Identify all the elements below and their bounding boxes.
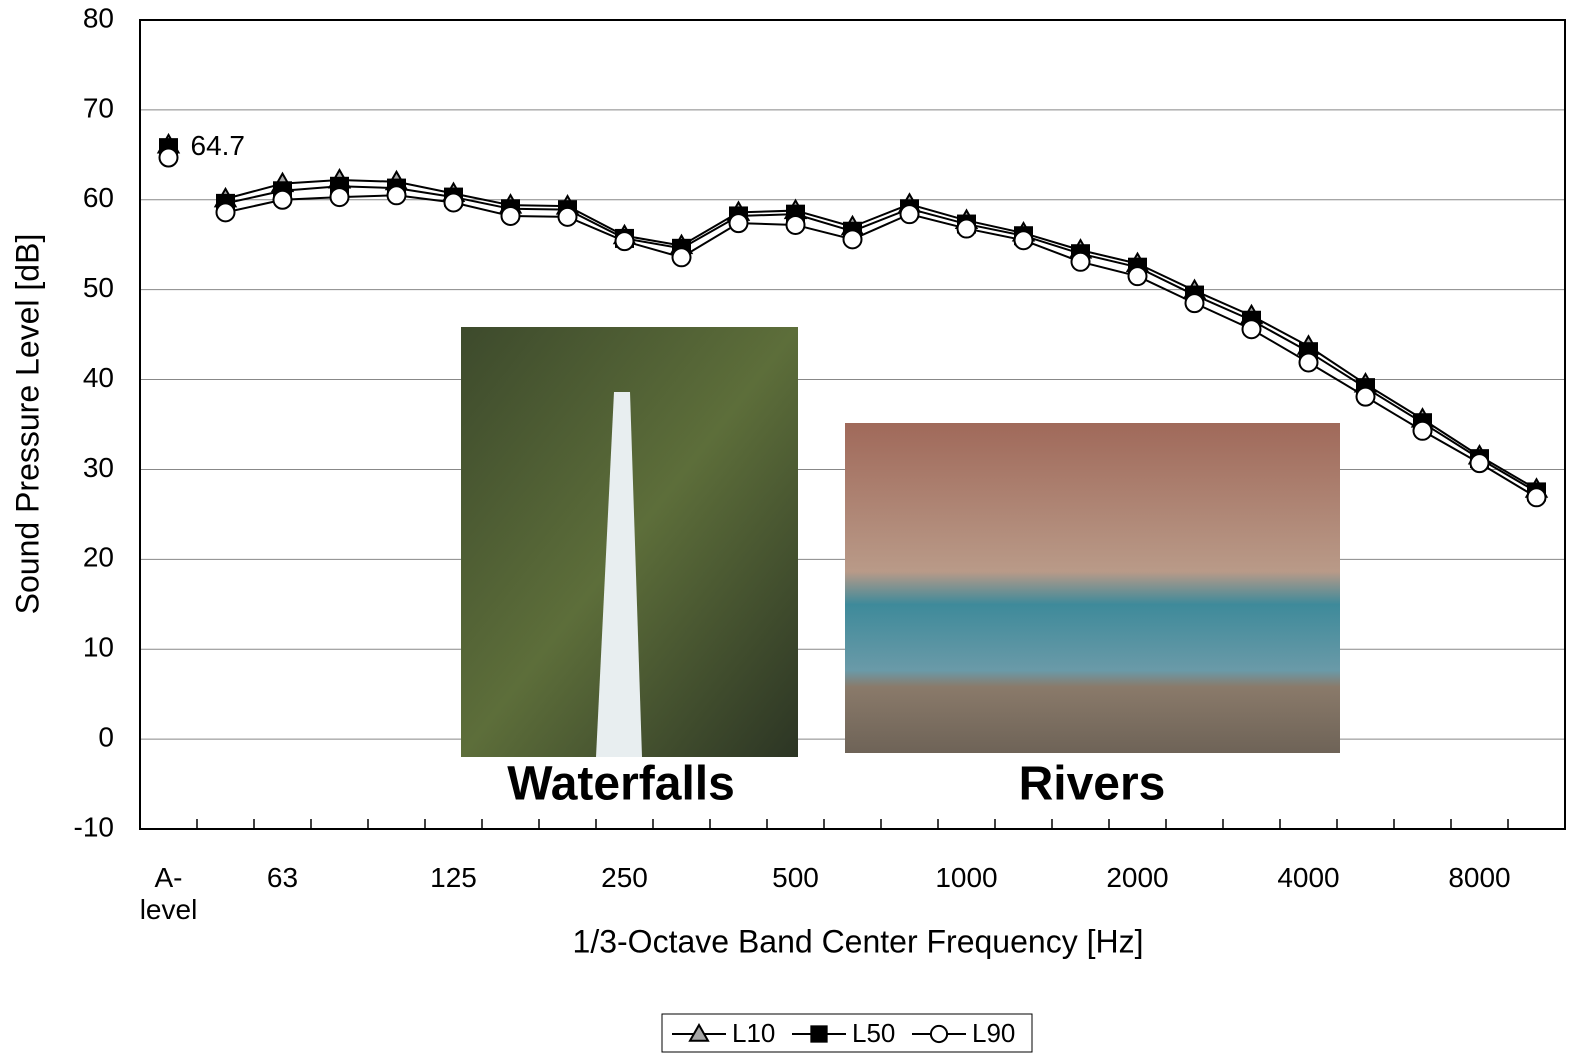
legend-label: L50: [852, 1018, 895, 1048]
marker: [956, 218, 977, 239]
marker: [557, 206, 578, 227]
marker: [1127, 266, 1148, 287]
x-tick-label: A-level: [139, 862, 198, 925]
legend-label: L10: [732, 1018, 775, 1048]
marker: [728, 213, 749, 234]
x-axis-title: 1/3-Octave Band Center Frequency [Hz]: [573, 923, 1144, 959]
x-tick-label: 125: [430, 862, 477, 893]
marker: [785, 214, 806, 235]
marker: [1184, 293, 1205, 314]
y-tick-label: -10: [74, 811, 114, 842]
marker: [329, 187, 350, 208]
y-tick-label: 30: [83, 452, 114, 483]
marker: [158, 147, 179, 168]
marker: [614, 231, 635, 252]
y-tick-label: 70: [83, 92, 114, 123]
annotation: Waterfalls: [507, 758, 735, 811]
marker: [899, 204, 920, 225]
y-tick-label: 60: [83, 182, 114, 213]
x-tick-label: 500: [772, 862, 819, 893]
x-tick-label: 250: [601, 862, 648, 893]
marker: [1070, 251, 1091, 272]
x-tick-label: 63: [266, 862, 299, 893]
marker: [929, 1024, 949, 1044]
y-axis-title: Sound Pressure Level [dB]: [9, 234, 45, 615]
marker: [1412, 420, 1433, 441]
marker: [671, 247, 692, 268]
annotation: Rivers: [1019, 758, 1166, 811]
y-tick-label: 50: [83, 272, 114, 303]
x-tick-label: 1000: [935, 862, 998, 893]
x-tick-label: 8000: [1448, 862, 1511, 893]
marker: [386, 185, 407, 206]
marker: [500, 205, 521, 226]
marker: [810, 1025, 828, 1043]
marker: [1469, 453, 1490, 474]
waterfall-stream: [596, 392, 642, 757]
marker: [688, 1022, 710, 1042]
x-tick-label: 2000: [1106, 862, 1169, 893]
marker: [1241, 319, 1262, 340]
marker: [443, 192, 464, 213]
river-photo: [845, 423, 1340, 753]
y-tick-label: 0: [98, 722, 114, 753]
marker: [215, 202, 236, 223]
marker: [272, 189, 293, 210]
legend-label: L90: [972, 1018, 1015, 1048]
marker: [1526, 487, 1547, 508]
marker: [1298, 352, 1319, 373]
y-tick-label: 80: [83, 2, 114, 33]
y-tick-label: 40: [83, 362, 114, 393]
marker: [1355, 386, 1376, 407]
x-tick-label: 4000: [1277, 862, 1340, 893]
data-label: 64.7: [191, 130, 246, 161]
y-tick-label: 20: [83, 542, 114, 573]
plot-frame: [139, 19, 1566, 830]
marker: [842, 229, 863, 250]
y-tick-label: 10: [83, 632, 114, 663]
marker: [1013, 230, 1034, 251]
